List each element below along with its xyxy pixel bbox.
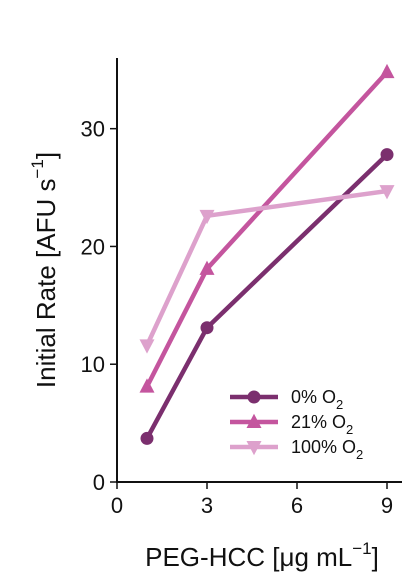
data-point xyxy=(199,209,215,225)
legend-label-text: 100% O xyxy=(291,437,356,457)
x-tick-label: 9 xyxy=(381,493,393,518)
y-tick-label: 10 xyxy=(81,352,105,377)
series-2 xyxy=(139,63,395,393)
x-axis-title-close: ] xyxy=(372,542,379,572)
plot-area xyxy=(139,63,395,445)
x-axis-ticks: 0 3 6 9 xyxy=(111,482,393,518)
legend-item: 0% O2 xyxy=(230,387,343,412)
legend-label-subscript: 2 xyxy=(356,447,363,462)
series-line xyxy=(144,69,390,389)
y-axis-title-superscript: −1 xyxy=(28,159,47,178)
data-point xyxy=(199,260,215,275)
legend-marker xyxy=(246,441,262,456)
series-1 xyxy=(140,148,394,445)
legend-label: 100% O2 xyxy=(291,437,363,462)
x-tick-label: 6 xyxy=(291,493,303,518)
data-point xyxy=(380,148,394,162)
legend-marker xyxy=(247,390,261,404)
y-axis-ticks: 0 10 20 30 xyxy=(81,117,117,495)
y-axis-title-close: ] xyxy=(31,152,61,159)
y-tick-label: 0 xyxy=(93,470,105,495)
series-3 xyxy=(139,185,395,354)
legend-marker xyxy=(246,413,262,428)
legend-label: 21% O2 xyxy=(291,412,353,437)
y-tick-label: 30 xyxy=(81,117,105,142)
legend-label-text: 21% O xyxy=(291,412,346,432)
data-point xyxy=(379,185,395,200)
x-axis-title-main: PEG-HCC [μg mL xyxy=(145,542,352,572)
y-axis-title-main: Initial Rate [AFU s xyxy=(31,179,61,389)
x-axis-title: PEG-HCC [μg mL−1] xyxy=(145,539,379,572)
legend-item: 21% O2 xyxy=(230,412,353,437)
y-axis-title: Initial Rate [AFU s−1] xyxy=(28,152,61,388)
data-point xyxy=(140,431,154,445)
data-point xyxy=(379,63,395,79)
y-tick-label: 20 xyxy=(81,234,105,259)
legend-label-subscript: 2 xyxy=(336,397,343,412)
x-tick-label: 0 xyxy=(111,493,123,518)
legend-label-subscript: 2 xyxy=(346,422,353,437)
data-point xyxy=(200,321,214,335)
data-point xyxy=(139,378,155,393)
data-point xyxy=(139,339,155,354)
legend-item: 100% O2 xyxy=(230,437,363,462)
legend-label: 0% O2 xyxy=(291,387,343,412)
x-tick-label: 3 xyxy=(201,493,213,518)
x-axis-title-superscript: −1 xyxy=(352,539,371,558)
legend-label-text: 0% O xyxy=(291,387,336,407)
